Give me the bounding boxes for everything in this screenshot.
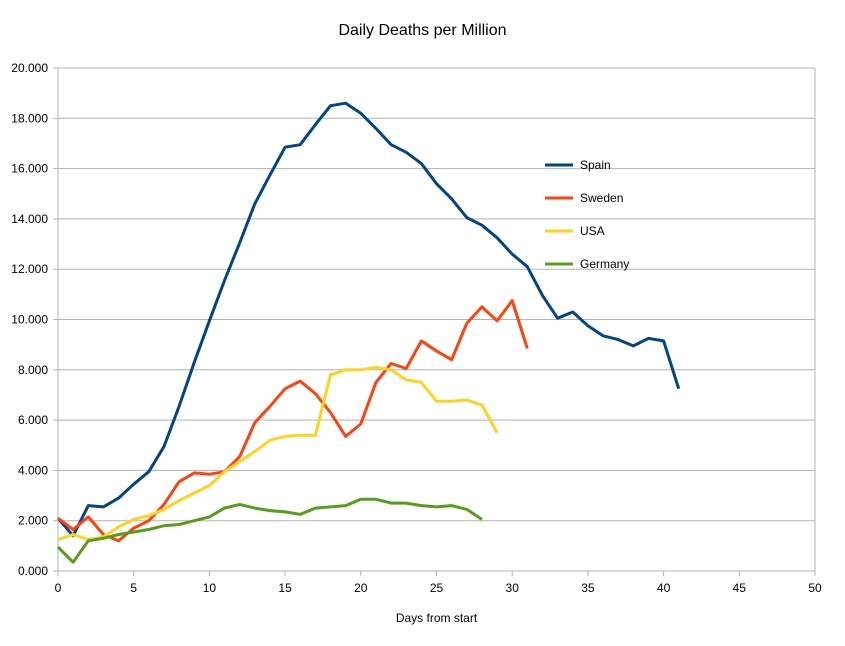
x-tick-label: 25 — [430, 581, 444, 595]
x-tick-label: 30 — [506, 581, 520, 595]
y-tick-label: 14.000 — [11, 212, 48, 226]
y-tick-label: 20.000 — [11, 61, 48, 75]
legend: Spain Sweden USA Germany — [545, 158, 629, 271]
x-tick-label: 35 — [581, 581, 595, 595]
series-line-germany — [56, 497, 483, 564]
y-tick-label: 10.000 — [11, 313, 48, 327]
series-line-usa — [57, 365, 499, 542]
legend-label-sweden: Sweden — [580, 191, 623, 205]
y-tick-label: 12.000 — [11, 262, 48, 276]
y-tick-label: 18.000 — [11, 111, 48, 125]
y-tick-label: 4.000 — [18, 463, 48, 477]
x-tick-label: 40 — [657, 581, 671, 595]
chart-title: Daily Deaths per Million — [338, 22, 507, 39]
y-tick-label: 8.000 — [18, 363, 48, 377]
tick-labels: 0.000 2.000 4.000 6.000 8.000 10.000 12.000 14.… — [11, 61, 822, 595]
x-tick-label: 5 — [130, 581, 137, 595]
series-line-sweden — [57, 299, 529, 543]
series-line-spain — [56, 101, 681, 538]
legend-label-usa: USA — [580, 224, 605, 238]
y-tick-label: 0.000 — [18, 564, 48, 578]
x-axis-label: Days from start — [395, 611, 478, 625]
x-tick-label: 50 — [808, 581, 822, 595]
y-tick-label: 6.000 — [18, 413, 48, 427]
legend-label-germany: Germany — [580, 257, 629, 271]
series-lines — [56, 101, 681, 564]
y-tick-label: 16.000 — [11, 162, 48, 176]
x-tick-label: 45 — [733, 581, 747, 595]
x-tick-label: 10 — [203, 581, 217, 595]
x-tick-label: 20 — [354, 581, 368, 595]
legend-label-spain: Spain — [580, 158, 611, 172]
axes — [53, 67, 816, 576]
y-tick-label: 2.000 — [18, 514, 48, 528]
x-tick-label: 0 — [55, 581, 62, 595]
x-tick-label: 15 — [278, 581, 292, 595]
